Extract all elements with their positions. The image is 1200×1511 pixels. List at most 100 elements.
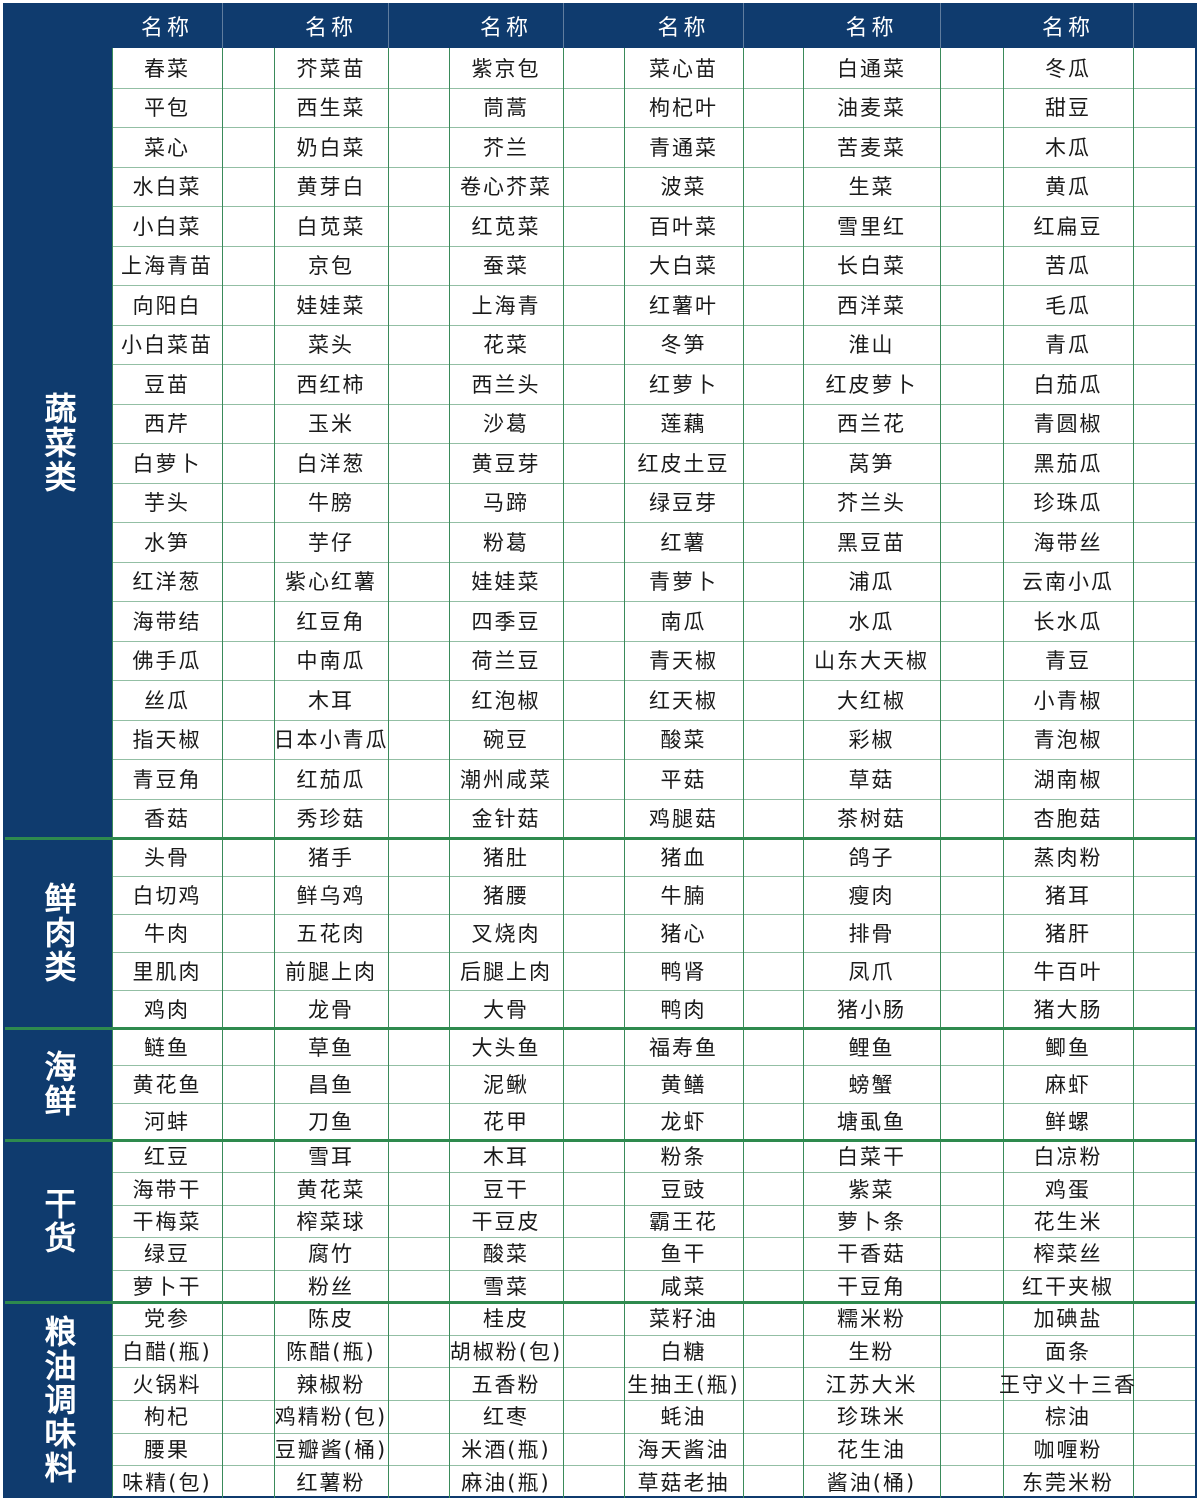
- item-name: 紫菜: [848, 1177, 895, 1202]
- item-name: 小白菜苗: [121, 333, 213, 358]
- item-name: 党参: [144, 1307, 190, 1332]
- item-name: 鲜乌鸡: [296, 884, 366, 908]
- column-line: [449, 48, 450, 1498]
- item-name: 咖喱粉: [1033, 1437, 1103, 1462]
- item-name: 红豆: [144, 1145, 190, 1170]
- row-line: [112, 798, 1195, 800]
- item-name: 糯米粉: [837, 1307, 906, 1332]
- item-name: 鲫鱼: [1045, 1035, 1091, 1060]
- item-name: 西红柿: [296, 372, 366, 397]
- item-name: 螃蟹: [848, 1072, 895, 1097]
- column-line: [803, 48, 804, 1498]
- item-name: 黑豆苗: [837, 530, 906, 555]
- item-name: 红洋葱: [132, 570, 202, 595]
- item-name: 平菇: [660, 767, 707, 792]
- item-name: 瘦肉: [848, 884, 895, 908]
- item-name: 胡椒粉(包): [449, 1339, 563, 1364]
- item-name: 绿豆: [144, 1242, 190, 1267]
- item-name: 麻虾: [1045, 1072, 1091, 1097]
- item-name: 京包: [308, 254, 354, 279]
- item-name: 蚕菜: [483, 254, 529, 279]
- item-name: 大骨: [483, 998, 529, 1022]
- item-name: 鸡蛋: [1045, 1177, 1091, 1202]
- item-name: 芥菜苗: [296, 56, 366, 81]
- item-name: 长白菜: [837, 254, 906, 279]
- category-label: 干货: [5, 1140, 112, 1302]
- item-name: 大白菜: [649, 254, 718, 279]
- item-name: 荷兰豆: [471, 649, 541, 674]
- item-name: 菜心: [144, 135, 190, 160]
- item-name: 叉烧肉: [471, 922, 541, 946]
- item-name: 波菜: [660, 175, 707, 200]
- item-name: 苦瓜: [1045, 254, 1091, 279]
- row-line: [112, 719, 1195, 721]
- item-name: 海天酱油: [637, 1437, 730, 1462]
- item-name: 菜心苗: [649, 56, 718, 81]
- item-name: 金针菇: [471, 807, 541, 832]
- item-name: 水瓜: [848, 609, 895, 634]
- header-cell: 名称: [1003, 3, 1133, 48]
- item-name: 豆瓣酱(桶): [274, 1437, 388, 1462]
- item-name: 辣椒粉: [296, 1372, 366, 1397]
- item-name: 干豆角: [837, 1274, 906, 1299]
- section-line: [5, 837, 1195, 840]
- item-name: 鲤鱼: [848, 1035, 895, 1060]
- item-name: 花生米: [1033, 1209, 1103, 1234]
- item-name: 牛肉: [144, 922, 190, 946]
- item-name: 凤爪: [848, 960, 895, 984]
- item-name: 日本小青瓜: [273, 728, 389, 753]
- row-line: [112, 324, 1195, 326]
- item-name: 蚝油: [660, 1405, 707, 1430]
- item-name: 苦麦菜: [837, 135, 906, 160]
- item-name: 青瓜: [1045, 333, 1091, 358]
- row-line: [112, 1269, 1195, 1271]
- item-name: 黄花鱼: [132, 1072, 202, 1097]
- column-line: [940, 48, 941, 1498]
- item-name: 粉条: [660, 1145, 707, 1170]
- item-name: 西生菜: [296, 96, 366, 121]
- item-name: 红薯粉: [296, 1470, 366, 1495]
- item-name: 生粉: [848, 1339, 895, 1364]
- column-line: [1003, 48, 1004, 1498]
- item-name: 豆豉: [660, 1177, 707, 1202]
- category-label: 粮油调味料: [5, 1302, 112, 1498]
- column-line: [274, 48, 275, 1498]
- item-name: 莲藕: [660, 412, 707, 437]
- item-name: 刀鱼: [308, 1110, 354, 1135]
- row-line: [112, 364, 1195, 365]
- item-name: 芋头: [144, 491, 190, 516]
- item-name: 萝卜条: [837, 1209, 906, 1234]
- row-line: [112, 1237, 1195, 1239]
- item-name: 雪耳: [308, 1145, 354, 1170]
- row-line: [112, 166, 1195, 168]
- item-name: 猪心: [660, 922, 707, 946]
- item-name: 花菜: [483, 333, 529, 358]
- item-name: 西兰头: [471, 372, 541, 397]
- item-name: 佛手瓜: [132, 649, 202, 674]
- item-name: 浦瓜: [848, 570, 895, 595]
- row-line: [112, 482, 1195, 484]
- item-name: 牛腩: [660, 884, 707, 908]
- section-line: [5, 1139, 1195, 1142]
- item-name: 玉米: [308, 412, 354, 437]
- item-name: 红薯: [660, 530, 707, 555]
- item-name: 木耳: [308, 688, 354, 713]
- item-name: 干梅菜: [132, 1209, 202, 1234]
- column-line: [563, 48, 564, 1498]
- item-name: 福寿鱼: [649, 1035, 718, 1060]
- item-name: 卷心芥菜: [460, 175, 552, 200]
- row-line: [112, 443, 1195, 444]
- item-name: 冬瓜: [1045, 56, 1091, 81]
- item-name: 海带丝: [1033, 530, 1103, 555]
- item-name: 青泡椒: [1033, 728, 1103, 753]
- item-name: 豆干: [483, 1177, 529, 1202]
- item-name: 鲜螺: [1045, 1110, 1091, 1135]
- item-name: 平包: [144, 96, 190, 121]
- item-name: 白菜干: [837, 1145, 906, 1170]
- item-name: 猪肚: [483, 846, 529, 870]
- row-line: [112, 87, 1195, 89]
- item-name: 桂皮: [483, 1307, 529, 1332]
- row-line: [112, 285, 1195, 286]
- item-name: 芋仔: [308, 530, 354, 555]
- item-name: 白糖: [660, 1339, 707, 1364]
